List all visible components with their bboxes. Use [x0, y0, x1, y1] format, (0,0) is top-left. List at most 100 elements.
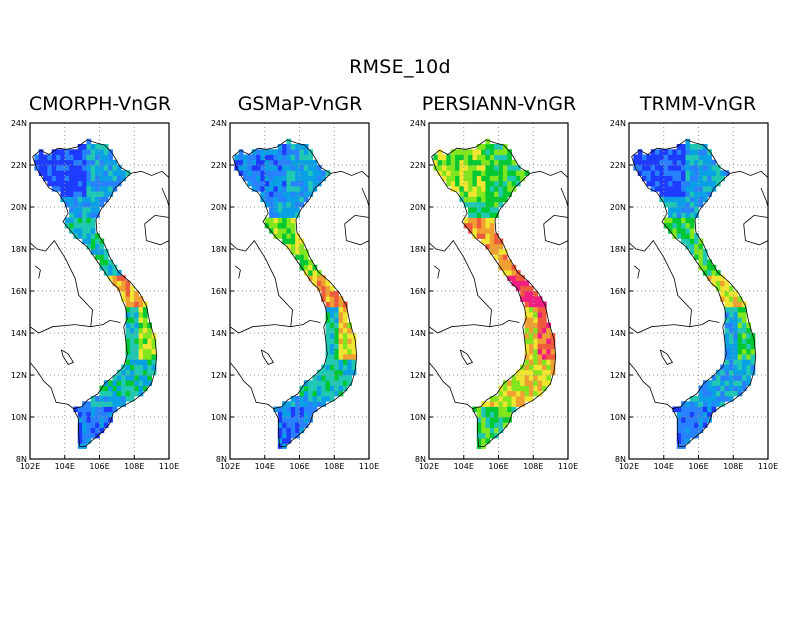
- rmse-grid-cell: [142, 385, 148, 392]
- rmse-grid-cell: [329, 385, 335, 392]
- rmse-grid-cell: [134, 348, 139, 355]
- x-tick-label: 110E: [758, 462, 778, 471]
- rmse-grid-cell: [290, 406, 296, 413]
- rmse-grid-cell: [702, 196, 708, 203]
- rmse-grid-cell: [694, 254, 699, 260]
- rmse-grid-cell: [715, 385, 721, 392]
- rmse-grid-cell: [347, 354, 353, 360]
- rmse-grid-cell: [472, 212, 478, 218]
- rmse-grid-cell: [533, 385, 538, 392]
- rmse-grid-cell: [112, 165, 118, 171]
- rmse-grid-cell: [472, 165, 478, 171]
- rmse-grid-cell: [642, 170, 647, 176]
- rmse-grid-cell: [73, 212, 79, 218]
- rmse-grid-cell: [338, 312, 344, 318]
- rmse-grid-cell: [468, 186, 473, 192]
- rmse-grid-cell: [329, 354, 335, 360]
- rmse-grid-cell: [476, 159, 482, 166]
- rmse-grid-cell: [515, 180, 521, 187]
- rmse-grid-cell: [724, 380, 730, 386]
- rmse-grid-cell: [489, 222, 495, 229]
- rmse-grid-cell: [269, 222, 274, 229]
- rmse-grid-cell: [290, 249, 296, 255]
- rmse-grid-cell: [702, 180, 708, 187]
- rmse-grid-cell: [277, 217, 283, 224]
- rmse-grid-cell: [637, 170, 643, 176]
- rmse-grid-cell: [533, 296, 538, 302]
- rmse-grid-cell: [698, 422, 704, 428]
- rmse-grid-cell: [342, 327, 348, 334]
- rmse-grid-cell: [90, 196, 96, 203]
- y-tick-label: 8N: [415, 455, 426, 464]
- rmse-grid-cell: [282, 228, 287, 234]
- rmse-grid-cell: [694, 180, 699, 187]
- rmse-grid-cell: [129, 390, 135, 397]
- rmse-grid-cell: [481, 191, 486, 197]
- rmse-grid-cell: [689, 249, 695, 255]
- rmse-grid-cell: [73, 233, 79, 239]
- rmse-grid-cell: [273, 170, 279, 176]
- rmse-grid-cell: [282, 222, 287, 229]
- rmse-grid-cell: [251, 159, 257, 166]
- rmse-grid-cell: [481, 196, 486, 203]
- rmse-grid-cell: [147, 364, 153, 371]
- rmse-grid-cell: [520, 175, 525, 182]
- rmse-grid-cell: [733, 306, 738, 313]
- rmse-grid-cell: [86, 207, 92, 213]
- rmse-grid-cell: [134, 385, 139, 392]
- rmse-grid-cell: [329, 338, 335, 344]
- rmse-grid-cell: [77, 222, 83, 229]
- rmse-grid-cell: [82, 149, 87, 155]
- rmse-grid-cell: [485, 411, 491, 418]
- rmse-grid-cell: [694, 144, 699, 150]
- rmse-grid-cell: [537, 343, 543, 350]
- rmse-grid-cell: [264, 196, 270, 203]
- rmse-grid-cell: [681, 233, 686, 239]
- rmse-grid-cell: [325, 291, 331, 297]
- rmse-grid-cell: [334, 385, 339, 392]
- rmse-grid-cell: [476, 144, 482, 150]
- rmse-grid-cell: [121, 390, 126, 397]
- rmse-grid-cell: [507, 411, 512, 418]
- rmse-grid-cell: [663, 165, 669, 171]
- rmse-grid-cell: [73, 191, 79, 197]
- rmse-grid-cell: [663, 175, 669, 182]
- rmse-grid-cell: [724, 338, 730, 344]
- rmse-grid-cell: [741, 317, 747, 323]
- rmse-grid-cell: [151, 343, 157, 350]
- rmse-grid-cell: [99, 196, 105, 203]
- country-border: [234, 265, 241, 279]
- rmse-grid-cell: [498, 243, 504, 250]
- y-tick-label: 16N: [11, 287, 27, 296]
- rmse-grid-cell: [129, 301, 135, 308]
- lake-outline: [659, 349, 673, 365]
- rmse-grid-cell: [90, 149, 96, 155]
- rmse-grid-cell: [681, 175, 686, 182]
- lake-outline: [260, 349, 274, 365]
- rmse-grid-cell: [38, 165, 44, 171]
- rmse-grid-cell: [147, 322, 153, 329]
- rmse-grid-cell: [711, 390, 717, 397]
- rmse-grid-cell: [138, 348, 144, 355]
- country-border: [628, 239, 720, 328]
- rmse-grid-cell: [685, 438, 691, 444]
- rmse-grid-cell: [733, 354, 738, 360]
- rmse-grid-cell: [325, 301, 331, 308]
- rmse-grid-cell: [489, 243, 495, 250]
- y-tick-label: 16N: [211, 287, 227, 296]
- rmse-grid-cell: [303, 270, 309, 276]
- rmse-grid-cell: [99, 422, 105, 428]
- rmse-grid-cell: [295, 396, 300, 402]
- rmse-grid-cell: [715, 401, 721, 407]
- rmse-grid-cell: [733, 390, 738, 397]
- rmse-grid-cell: [290, 175, 296, 182]
- rmse-grid-cell: [520, 401, 525, 407]
- rmse-grid-cell: [489, 165, 495, 171]
- rmse-grid-cell: [329, 306, 335, 313]
- rmse-grid-cell: [694, 191, 699, 197]
- rmse-grid-cell: [515, 385, 521, 392]
- rmse-grid-cell: [733, 343, 738, 350]
- rmse-grid-cell: [290, 180, 296, 187]
- rmse-grid-cell: [541, 338, 547, 344]
- rmse-grid-cell: [69, 165, 74, 171]
